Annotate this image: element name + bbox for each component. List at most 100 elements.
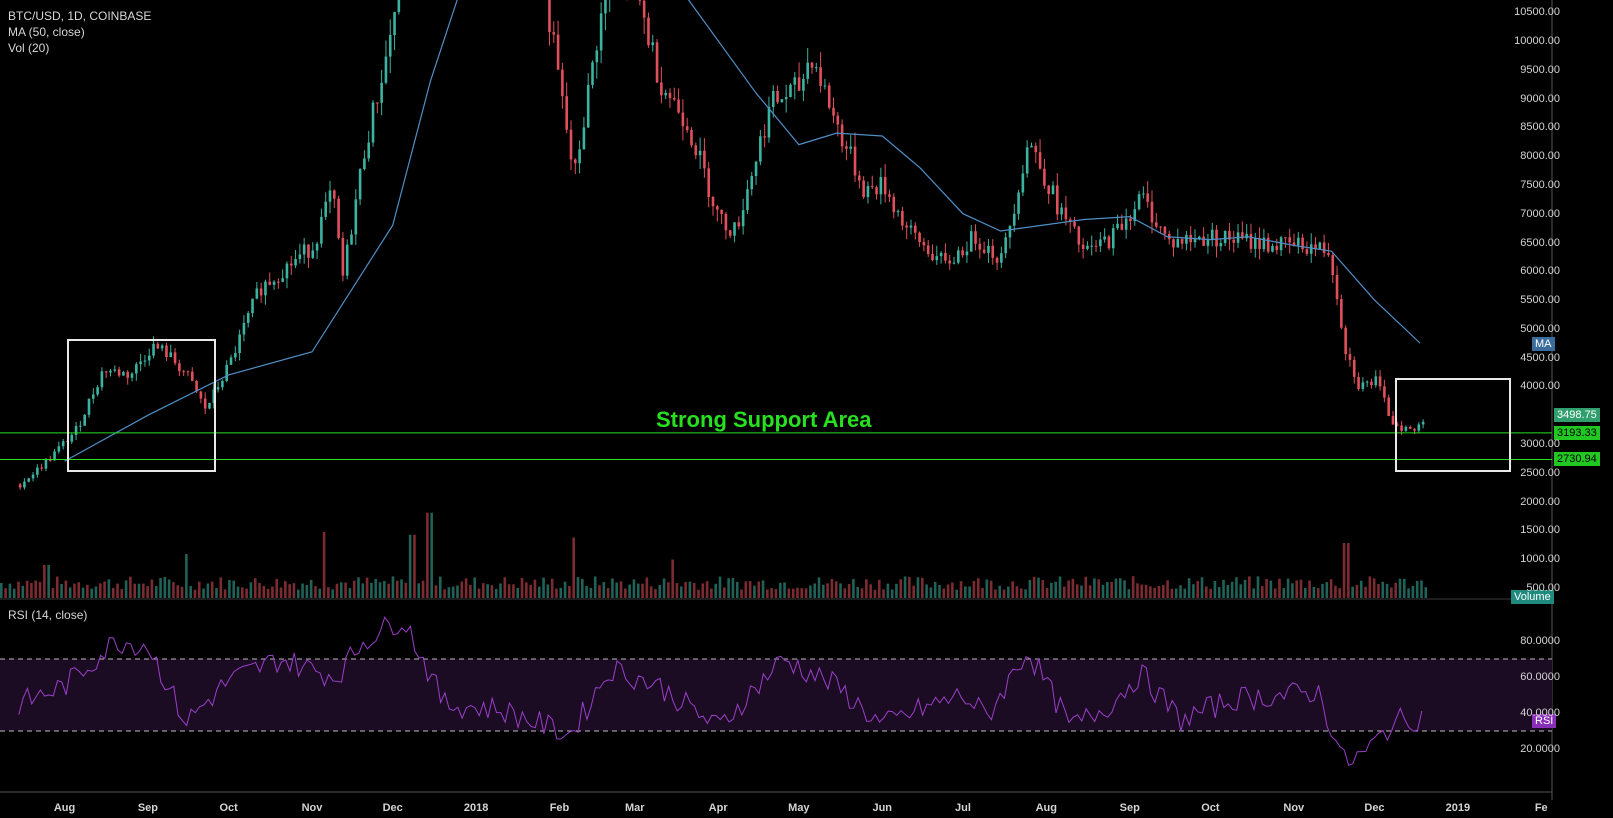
volume-bar [602, 582, 606, 598]
candle-body [1111, 228, 1115, 249]
volume-bar [1217, 587, 1221, 598]
highlight-box-right[interactable] [1395, 378, 1511, 472]
price-tick-label: 7500.00 [1520, 178, 1560, 191]
volume-bar [8, 583, 12, 598]
volume-bar [124, 580, 128, 598]
support-upper-badge: 3193.33 [1554, 426, 1600, 440]
volume-bar [1308, 580, 1311, 598]
volume-bar [916, 577, 920, 598]
volume-bar [839, 583, 842, 598]
rsi-indicator-label[interactable]: RSI (14, close) [8, 608, 88, 622]
volume-bar [563, 581, 567, 598]
candle-body [1301, 237, 1304, 250]
volume-bar [1149, 586, 1152, 598]
candle-body [1331, 255, 1335, 275]
candle-body [79, 425, 82, 427]
volume-bar [1252, 588, 1255, 598]
rsi-legend: RSI (14, close) [8, 607, 87, 623]
symbol-label[interactable]: BTC/USD, 1D, COINBASE [8, 9, 152, 23]
support-lower-badge: 2730.94 [1554, 452, 1600, 466]
volume-bar [507, 584, 511, 598]
candle-body [978, 243, 982, 250]
volume-indicator-label[interactable]: Vol (20) [8, 41, 50, 55]
volume-bar [748, 581, 752, 598]
candle-body [1120, 223, 1124, 230]
candle-body [591, 62, 594, 85]
candle-body [23, 481, 26, 488]
candle-body [199, 391, 203, 399]
volume-bar [456, 585, 459, 598]
volume-bar [809, 585, 812, 598]
candle-body [1051, 185, 1055, 194]
candle-body [1068, 219, 1072, 222]
volume-bar [1364, 586, 1367, 598]
candle-body [178, 363, 181, 372]
candle-body [853, 146, 857, 176]
time-tick-label: Sep [137, 802, 159, 814]
candle-body [569, 129, 573, 160]
volume-bar [968, 586, 971, 598]
candle-body [1146, 193, 1149, 202]
volume-bar [1045, 587, 1049, 598]
volume-bar [593, 576, 597, 598]
volume-bar [167, 579, 171, 598]
volume-bar [1054, 581, 1057, 598]
volume-bar [1273, 588, 1277, 598]
volume-bar [1067, 580, 1070, 598]
candle-body [1357, 376, 1360, 389]
volume-bar [645, 577, 649, 598]
rsi-badge: RSI [1532, 714, 1557, 728]
volume-bar [1110, 582, 1113, 598]
volume-bar [1136, 583, 1139, 598]
support-area-annotation[interactable]: Strong Support Area [656, 407, 872, 432]
candle-body [1012, 213, 1016, 226]
volume-bar [322, 532, 326, 598]
candle-body [1408, 426, 1412, 429]
volume-bar [662, 578, 666, 598]
price-tick-label: 4000.00 [1520, 380, 1560, 393]
volume-bar [60, 583, 63, 598]
volume-bar [1325, 582, 1329, 598]
candle-body [728, 230, 732, 236]
volume-bar [671, 559, 674, 598]
candle-body [720, 209, 723, 214]
volume-bar [1222, 579, 1225, 598]
rsi-tick-label: 20.0000 [1520, 743, 1560, 755]
candle-body [741, 210, 745, 227]
volume-bar [770, 588, 773, 598]
candle-body [1206, 239, 1210, 246]
candle-body [1223, 230, 1227, 244]
rsi-tick-label: 80.0000 [1520, 635, 1560, 647]
volume-bar [447, 587, 451, 598]
volume-bar [658, 584, 662, 598]
volume-bar [684, 581, 687, 598]
candle-body [242, 322, 246, 335]
volume-bar [0, 583, 3, 598]
highlight-box-left[interactable] [67, 339, 216, 472]
ma-indicator-label[interactable]: MA (50, close) [8, 25, 85, 39]
volume-bar [434, 585, 438, 598]
time-tick-label: Fe [1534, 802, 1548, 814]
volume-bar [757, 581, 761, 598]
candle-body [733, 222, 736, 236]
volume-bar [68, 587, 72, 598]
candle-body [190, 371, 194, 381]
volume-bar [180, 586, 184, 598]
volume-bar [486, 584, 489, 598]
candle-body [604, 0, 607, 14]
volume-bar [697, 589, 700, 598]
volume-bar [120, 589, 124, 598]
volume-bar [77, 582, 81, 598]
candle-body [1413, 428, 1416, 431]
volume-bar [1101, 585, 1105, 598]
volume-bar [348, 588, 352, 598]
candle-body [44, 459, 48, 469]
volume-bar [503, 577, 507, 598]
candle-body [1352, 359, 1356, 377]
candle-body [724, 213, 728, 231]
time-tick-label: Jul [954, 802, 971, 814]
volume-bar [327, 587, 330, 598]
candle-body [1249, 233, 1253, 249]
candle-body [771, 91, 775, 107]
